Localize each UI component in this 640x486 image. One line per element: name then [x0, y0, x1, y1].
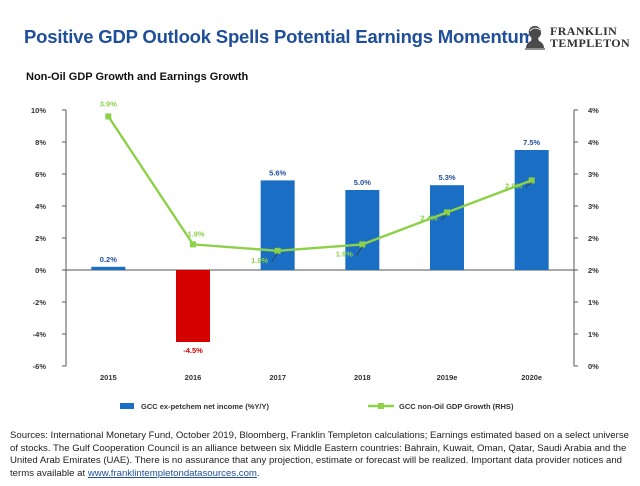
left-tick-label: 2% — [35, 234, 46, 243]
right-tick-label: 1% — [588, 298, 599, 307]
gdp-growth-point — [528, 177, 535, 184]
x-tick-label: 2015 — [100, 373, 117, 382]
left-tick-label: 10% — [31, 106, 46, 115]
chart-title: Non-Oil GDP Growth and Earnings Growth — [26, 71, 249, 83]
x-tick-label: 2019e — [437, 373, 458, 382]
right-tick-label: 4% — [588, 138, 599, 147]
x-tick-label: 2018 — [354, 373, 371, 382]
left-tick-label: -6% — [33, 362, 47, 371]
bar-2019e — [430, 185, 464, 270]
right-tick-label: 3% — [588, 202, 599, 211]
footnote: Sources: International Monetary Fund, Oc… — [10, 430, 630, 480]
bust-logo-icon — [525, 26, 545, 50]
legend-line-label: GCC non-Oil GDP Growth (RHS) — [399, 402, 514, 411]
bar-2017 — [260, 180, 295, 270]
legend-bar-swatch — [120, 403, 134, 409]
footnote-end: . — [256, 467, 260, 479]
left-tick-label: 4% — [35, 202, 46, 211]
legend-bar-label: GCC ex-petchem net income (%Y/Y) — [141, 402, 269, 411]
line-data-label: 1.9% — [336, 249, 353, 258]
gdp-growth-point — [444, 209, 450, 216]
line-data-label: 2.9% — [505, 181, 522, 190]
gdp-growth-point — [359, 241, 366, 248]
bar-data-label: 7.5% — [523, 138, 540, 147]
right-tick-label: 2% — [588, 266, 599, 275]
gdp-growth-line — [107, 115, 533, 253]
left-tick-label: 6% — [35, 170, 46, 179]
franklin-templeton-logo: FRANKLIN TEMPLETON — [524, 24, 630, 52]
bar-2020e — [514, 150, 549, 270]
right-tick-label: 2% — [588, 234, 599, 243]
gdp-earnings-chart: 10% 8% 6% 4% 2% 0% -2% -4% -6% 4% 4% 3% 3% 2% 2% 1% 1% 0%… — [31, 99, 599, 411]
right-tick-label: 4% — [588, 106, 599, 115]
line-label-leader — [271, 252, 278, 262]
bar-2016 — [176, 270, 210, 342]
footnote-text: Sources: International Monetary Fund, Oc… — [10, 430, 629, 479]
bar-data-label: 5.0% — [354, 178, 371, 187]
left-tick-label: -2% — [33, 298, 47, 307]
right-tick-label: 1% — [588, 330, 599, 339]
left-tick-label: 8% — [35, 138, 46, 147]
x-tick-label: 2016 — [185, 373, 202, 382]
right-tick-label: 0% — [588, 362, 599, 371]
bar-2015 — [91, 266, 126, 270]
line-data-label: 1.9% — [187, 229, 204, 238]
data-sources-link[interactable]: www.franklintempletondatasources.com — [87, 467, 257, 479]
right-tick-label: 3% — [588, 170, 599, 179]
gdp-growth-point — [190, 241, 196, 248]
left-tick-label: -4% — [33, 330, 47, 339]
line-label-leader — [440, 214, 448, 220]
line-label-leader — [356, 246, 363, 256]
bar-data-label: 5.3% — [438, 173, 455, 182]
legend-line-marker — [378, 403, 384, 409]
line-label-leader — [525, 182, 532, 188]
gdp-growth-point — [274, 247, 281, 254]
x-tick-label: 2020e — [521, 373, 542, 382]
bar-data-label: 5.6% — [269, 168, 286, 177]
left-tick-label: 0% — [35, 266, 46, 275]
line-data-label: 2.4% — [420, 213, 437, 222]
line-data-label: 1.9% — [251, 256, 268, 265]
line-data-label: 3.9% — [100, 99, 117, 108]
bar-data-label: -4.5% — [183, 346, 203, 355]
x-tick-label: 2017 — [269, 373, 286, 382]
logo-line-1: FRANKLIN — [550, 24, 618, 38]
bar-data-label: 0.2% — [100, 255, 117, 264]
logo-line-2: TEMPLETON — [550, 36, 631, 50]
gdp-growth-point — [105, 113, 112, 120]
bar-2018 — [345, 190, 380, 270]
page-title: Positive GDP Outlook Spells Potential Ea… — [24, 26, 535, 47]
